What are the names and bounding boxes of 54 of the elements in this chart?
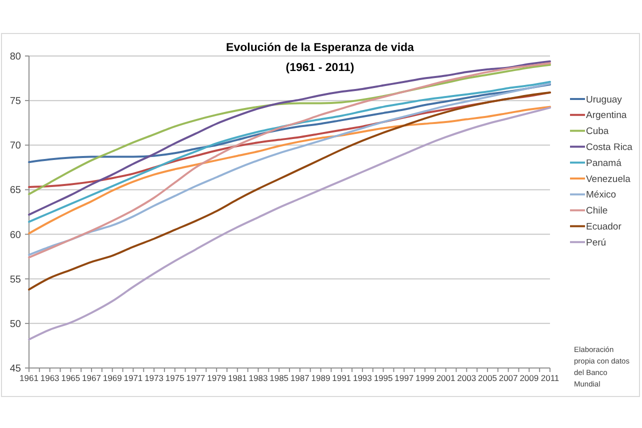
- y-tick-label: 50: [10, 318, 22, 330]
- x-tick-label: 1987: [290, 373, 310, 383]
- x-tick-label: 1965: [61, 373, 80, 383]
- x-tick-label: 1961: [20, 373, 39, 383]
- line-series: [28, 60, 551, 216]
- y-tick-label: 75: [10, 96, 22, 108]
- x-tick-label: 1999: [416, 373, 435, 383]
- legend-label: Argentina: [586, 110, 628, 122]
- legend-label: Costa Rica: [586, 142, 634, 154]
- x-tick-label: 2011: [540, 373, 560, 383]
- y-tick-label: 55: [10, 274, 22, 286]
- x-tick-label: 1983: [248, 373, 268, 383]
- legend-label: México: [586, 190, 616, 201]
- x-tick-label: 1971: [124, 373, 143, 383]
- legend-label: Chile: [586, 206, 608, 217]
- x-tick-label: 1981: [228, 373, 248, 383]
- line-series: [28, 92, 551, 188]
- line-series: [28, 106, 551, 234]
- text: (1961 - 2011): [286, 62, 354, 74]
- y-tick-label: 45: [10, 364, 22, 374]
- y-tick-label: 70: [10, 140, 22, 152]
- x-tick-label: 2007: [498, 373, 518, 383]
- legend-label: Perú: [586, 237, 606, 248]
- legend-label: Cuba: [586, 126, 610, 138]
- x-tick-label: 2001: [436, 373, 456, 383]
- y-tick-label: 80: [10, 52, 22, 62]
- line-series: [28, 106, 551, 340]
- x-tick-label: 2003: [457, 373, 476, 383]
- legend-label: Venezuela: [586, 174, 632, 185]
- x-tick-label: 1967: [82, 373, 102, 383]
- x-tick-label: 1989: [311, 373, 330, 383]
- x-tick-label: 1979: [207, 373, 226, 383]
- x-tick-label: 2005: [478, 373, 498, 383]
- line-series: [28, 84, 551, 164]
- x-tick-label: 1991: [332, 373, 352, 383]
- line-series: [28, 80, 551, 223]
- x-tick-label: 1969: [102, 373, 122, 383]
- legend-label: Panamá: [586, 158, 622, 169]
- chart-title: Evolución de la Esperanza de vida: [226, 42, 415, 54]
- line-series: [28, 64, 551, 196]
- x-tick-label: 1995: [374, 373, 393, 383]
- legend-label: Uruguay: [586, 94, 622, 106]
- x-tick-label: 1973: [144, 373, 164, 383]
- x-tick-label: 1977: [186, 373, 206, 383]
- y-tick-label: 60: [10, 230, 22, 241]
- line-series: [28, 92, 551, 291]
- x-tick-label: 1985: [270, 373, 289, 383]
- x-tick-label: 1993: [352, 373, 372, 383]
- y-tick-label: 65: [10, 185, 22, 196]
- x-tick-label: 1963: [40, 373, 60, 383]
- legend-label: Ecuador: [586, 222, 622, 233]
- x-tick-label: 1975: [165, 373, 185, 383]
- x-tick-label: 2009: [520, 373, 539, 383]
- x-tick-label: 1997: [394, 373, 414, 383]
